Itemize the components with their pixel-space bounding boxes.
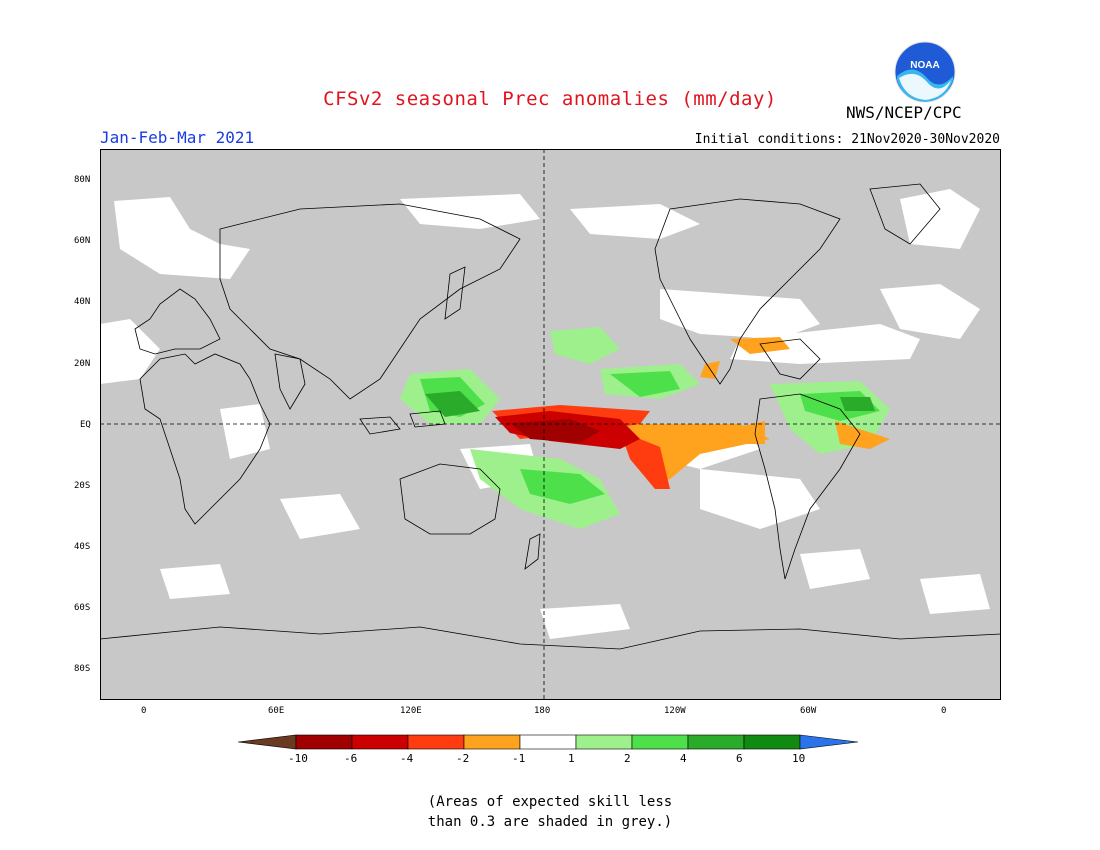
colorbar-label: 2 [624,752,631,765]
footnote: (Areas of expected skill less than 0.3 a… [0,792,1100,832]
map-frame [100,149,1001,700]
wet-anomaly-strong [425,391,875,417]
lat-tick: 20N [74,359,91,369]
colorbar-swatch [238,734,297,750]
lon-tick: 0 [941,706,947,716]
colorbar-label: -10 [288,752,308,765]
colorbar-label: -1 [512,752,526,765]
initial-conditions-label: Initial conditions: 21Nov2020-30Nov2020 [694,132,1000,147]
lon-tick: 180 [534,706,551,716]
dry-anomaly-extreme [510,419,600,443]
footnote-line-1: (Areas of expected skill less [427,794,673,810]
colorbar-swatch [519,734,577,750]
lat-tick: 60N [74,236,91,246]
colorbar-swatch [799,734,859,750]
lat-tick: 80S [74,664,91,674]
colorbar-label: -4 [400,752,414,765]
colorbar-swatch [463,734,521,750]
org-label: NWS/NCEP/CPC [846,103,962,122]
lat-tick: 60S [74,603,91,613]
colorbar-label: 1 [568,752,575,765]
colorbar-label: -2 [456,752,470,765]
lat-tick: 40N [74,297,91,307]
precipitation-map [100,149,1001,700]
lat-tick: 20S [74,481,91,491]
colorbar-swatch [295,734,353,750]
footnote-line-2: than 0.3 are shaded in grey.) [427,814,673,830]
colorbar-swatch [687,734,745,750]
colorbar-swatch [631,734,689,750]
lat-tick: 40S [74,542,91,552]
lon-tick: 120E [400,706,422,716]
lon-tick: 60W [800,706,817,716]
colorbar-label: -6 [344,752,358,765]
lat-tick: 80N [74,175,91,185]
lat-tick: EQ [80,420,91,430]
noaa-logo: NOAA [894,41,956,103]
lon-tick: 60E [268,706,285,716]
colorbar-label: 6 [736,752,743,765]
colorbar-swatch [575,734,633,750]
colorbar [238,734,859,750]
chart-title: CFSv2 seasonal Prec anomalies (mm/day) [323,88,777,110]
colorbar-label: 10 [792,752,806,765]
lon-tick: 120W [664,706,686,716]
season-label: Jan-Feb-Mar 2021 [100,128,255,147]
lon-tick: 0 [141,706,147,716]
logo-text: NOAA [910,60,939,71]
colorbar-swatch [351,734,409,750]
colorbar-swatch [743,734,801,750]
colorbar-label: 4 [680,752,687,765]
coastlines [100,183,1001,650]
colorbar-swatch [407,734,465,750]
